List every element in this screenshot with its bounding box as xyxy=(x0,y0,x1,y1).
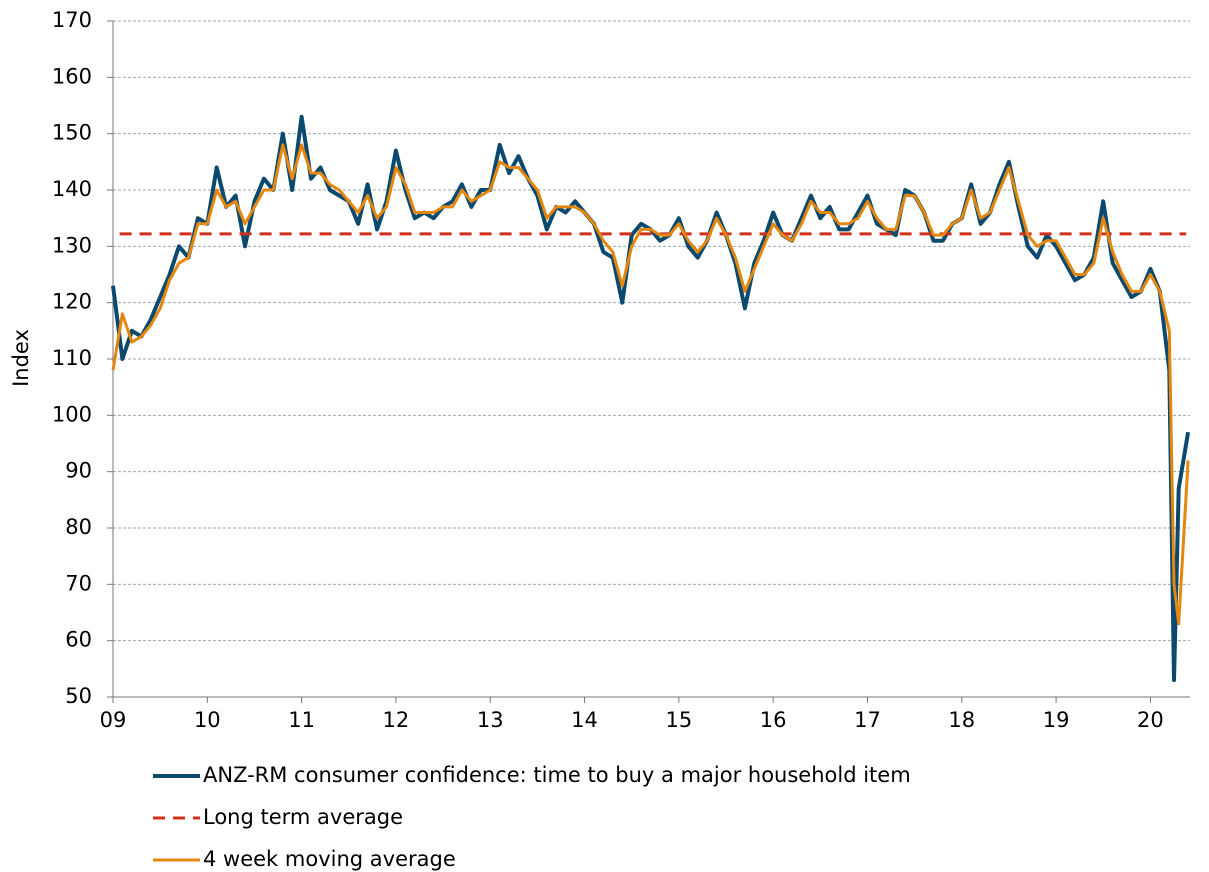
legend-label: ANZ-RM consumer confidence: time to buy … xyxy=(203,763,911,787)
y-tick-label: 150 xyxy=(52,121,92,145)
y-axis-label: Index xyxy=(9,329,33,387)
legend-label: 4 week moving average xyxy=(203,847,456,871)
x-tick-label: 13 xyxy=(477,708,504,732)
x-tick-label: 11 xyxy=(288,708,315,732)
y-tick-label: 80 xyxy=(65,515,92,539)
y-tick-label: 60 xyxy=(65,628,92,652)
x-tick-label: 19 xyxy=(1043,708,1070,732)
y-tick-label: 120 xyxy=(52,290,92,314)
x-tick-label: 10 xyxy=(194,708,221,732)
x-tick-label: 12 xyxy=(383,708,410,732)
y-tick-label: 170 xyxy=(52,8,92,32)
x-tick-label: 18 xyxy=(948,708,975,732)
y-tick-label: 50 xyxy=(65,684,92,708)
x-tick-label: 17 xyxy=(854,708,881,732)
series-line xyxy=(111,114,1191,683)
series-line xyxy=(111,143,1190,626)
legend-label: Long term average xyxy=(203,805,403,829)
y-tick-label: 160 xyxy=(52,64,92,88)
x-tick-label: 09 xyxy=(100,708,127,732)
y-tick-label: 100 xyxy=(52,402,92,426)
y-tick-label: 90 xyxy=(65,459,92,483)
y-tick-label: 130 xyxy=(52,233,92,257)
x-tick-label: 15 xyxy=(665,708,692,732)
x-tick-label: 14 xyxy=(571,708,598,732)
x-tick-label: 20 xyxy=(1137,708,1164,732)
x-tick-label: 16 xyxy=(760,708,787,732)
y-tick-label: 70 xyxy=(65,571,92,595)
y-tick-label: 140 xyxy=(52,177,92,201)
y-tick-label: 110 xyxy=(52,346,92,370)
